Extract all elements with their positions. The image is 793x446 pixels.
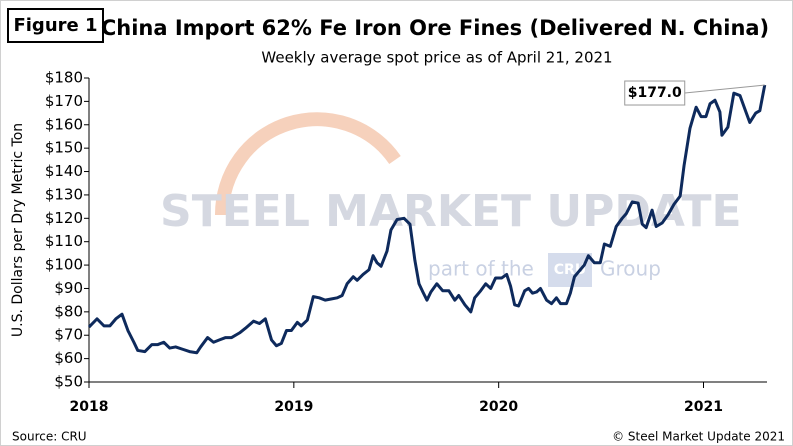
x-tick-label: 2020 <box>479 399 518 415</box>
price-line <box>87 84 767 355</box>
y-tick-label: $150 <box>45 139 83 157</box>
y-tick-label: $170 <box>45 92 83 110</box>
y-tick-label: $60 <box>54 349 83 367</box>
watermark-brand: STEEL MARKET UPDATE <box>160 186 742 237</box>
watermark-group: Group <box>600 257 661 281</box>
watermark-swirl <box>214 112 401 216</box>
watermark-part: part of the <box>428 257 534 281</box>
watermark: STEEL MARKET UPDATE part of the CRU Grou… <box>160 112 742 287</box>
y-tick-label: $70 <box>54 326 83 344</box>
source: Source: CRU <box>12 430 87 444</box>
callout-label: $177.0 <box>628 85 682 101</box>
y-tick-label: $130 <box>45 185 83 203</box>
copyright: © Steel Market Update 2021 <box>612 430 785 444</box>
chart-title: China Import 62% Fe Iron Ore Fines (Deli… <box>101 16 769 40</box>
x-tick-label: 2019 <box>274 399 313 415</box>
y-tick-label: $100 <box>45 256 83 274</box>
watermark-logo-box <box>548 253 592 287</box>
x-tick-label: 2018 <box>70 399 109 415</box>
callout-box <box>624 80 686 106</box>
y-axis-title: U.S. Dollars per Dry Metric Ton <box>10 123 26 337</box>
y-tick-label: $120 <box>45 209 83 227</box>
y-tick-label: $50 <box>54 373 83 391</box>
figure-box <box>7 8 104 43</box>
callout-line <box>684 84 765 94</box>
y-tick-label: $80 <box>54 302 83 320</box>
y-tick-label: $140 <box>45 162 83 180</box>
y-tick-label: $160 <box>45 115 83 133</box>
y-tick-label: $180 <box>45 69 83 87</box>
figure-label: Figure 1 <box>13 15 97 36</box>
x-tick-label: 2021 <box>684 399 723 415</box>
y-tick-label: $110 <box>45 232 83 250</box>
y-tick-label: $90 <box>54 279 83 297</box>
chart-subtitle: Weekly average spot price as of April 21… <box>261 49 612 67</box>
